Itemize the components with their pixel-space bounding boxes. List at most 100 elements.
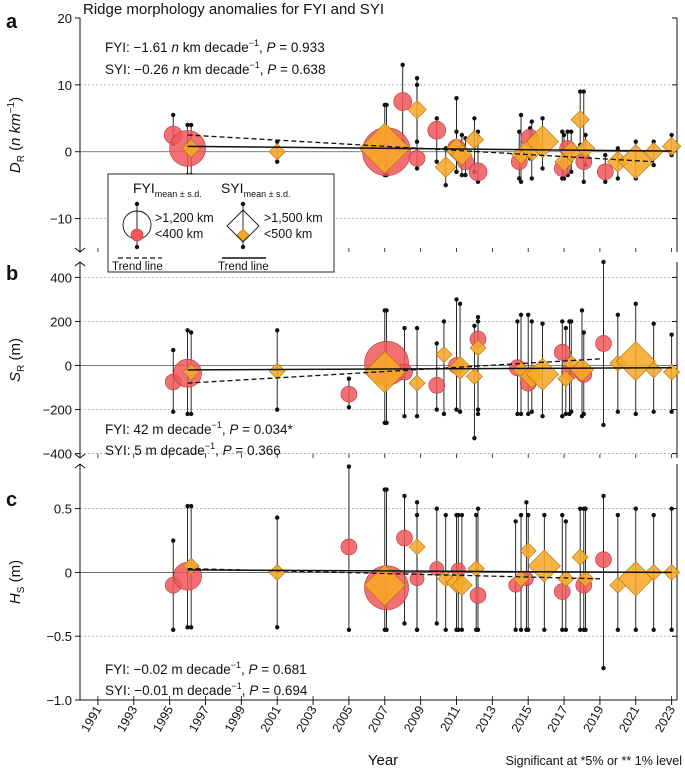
fyi-error-end bbox=[434, 116, 439, 121]
syi-error-end bbox=[669, 627, 674, 633]
x-tick-label: 2023 bbox=[652, 703, 678, 734]
fyi-error-end bbox=[517, 176, 522, 181]
fyi-error-end bbox=[171, 112, 176, 118]
legend-error-end bbox=[134, 201, 140, 207]
fyi-error-end bbox=[603, 179, 608, 184]
syi-error-end bbox=[615, 312, 621, 318]
fyi-point bbox=[595, 551, 612, 568]
syi-point bbox=[577, 570, 595, 588]
syi-error-end bbox=[188, 330, 194, 335]
x-tick-label: 2021 bbox=[616, 703, 642, 734]
fyi-error-end bbox=[560, 627, 565, 633]
x-tick-label: 2001 bbox=[258, 703, 284, 734]
fyi-error-end bbox=[601, 259, 606, 265]
fyi-point bbox=[468, 162, 488, 182]
syi-error-end bbox=[275, 625, 280, 630]
syi-error-end bbox=[382, 627, 387, 633]
syi-error-end bbox=[529, 319, 534, 324]
fyi-point bbox=[340, 538, 358, 556]
legend-error-end bbox=[240, 244, 246, 250]
syi-point bbox=[519, 542, 537, 560]
panel-label-c: c bbox=[6, 489, 17, 511]
syi-error-end bbox=[188, 625, 194, 630]
fyi-error-end bbox=[171, 538, 176, 543]
syi-error-end bbox=[472, 435, 477, 441]
x-tick-label: 2017 bbox=[545, 703, 571, 734]
fyi-error-end bbox=[560, 512, 565, 518]
panel-b: b −400 −200 0 200 400 SR (m) FYI: 42 m decade−1… bbox=[6, 259, 681, 462]
x-tick-label: 1991 bbox=[78, 703, 104, 734]
syi-error-end bbox=[275, 407, 280, 412]
trend-stat-text: FYI: −1.61 n km decade−1, P = 0.933 bbox=[105, 38, 325, 55]
syi-point bbox=[437, 570, 455, 588]
syi-point bbox=[663, 563, 681, 581]
fyi-error-end bbox=[454, 96, 459, 101]
trend-stat-text: FYI: 42 m decade−1, P = 0.034* bbox=[105, 420, 294, 437]
fyi-error-end bbox=[185, 625, 190, 630]
fyi-error-end bbox=[454, 297, 459, 302]
fyi-point bbox=[428, 377, 446, 394]
syi-error-end bbox=[669, 132, 674, 138]
fyi-error-end bbox=[434, 506, 439, 511]
fyi-error-end bbox=[565, 129, 570, 134]
panel-a: a −10 0 10 20 DR (n km−1) FYI: −1.61 n km deca… bbox=[6, 11, 682, 273]
fyi-point bbox=[596, 163, 614, 181]
fyi-error-end bbox=[402, 493, 407, 499]
syi-error-end bbox=[474, 627, 479, 633]
fyi-error-end bbox=[414, 166, 420, 171]
syi-error-end bbox=[443, 182, 448, 188]
fyi-error-end bbox=[402, 325, 407, 331]
syi-error-end bbox=[454, 627, 459, 633]
fyi-error-end bbox=[434, 341, 439, 346]
syi-error-end bbox=[414, 82, 420, 88]
fyi-error-end bbox=[513, 627, 518, 633]
fyi-error-end bbox=[414, 75, 420, 81]
fyi-error-end bbox=[560, 319, 565, 324]
fyi-error-end bbox=[581, 179, 586, 184]
syi-error-end bbox=[518, 312, 524, 318]
legend-fyi-large-label: >1,200 km bbox=[155, 211, 214, 225]
x-tick-label: 2019 bbox=[580, 703, 606, 734]
axis-break-mark bbox=[74, 261, 86, 267]
syi-error-end bbox=[414, 325, 420, 331]
fyi-error-end bbox=[171, 409, 176, 414]
y-tick-label: 10 bbox=[58, 78, 72, 93]
x-tick-label: 2013 bbox=[473, 703, 499, 734]
syi-point bbox=[435, 346, 453, 363]
y-axis-label: SR (m) bbox=[7, 338, 27, 382]
syi-error-end bbox=[457, 409, 463, 414]
fyi-error-end bbox=[525, 312, 531, 318]
syi-error-end bbox=[529, 119, 534, 124]
fyi-error-end bbox=[171, 627, 176, 633]
syi-error-end bbox=[583, 627, 588, 633]
syi-error-end bbox=[443, 512, 448, 518]
fyi-error-end bbox=[434, 621, 439, 626]
syi-point bbox=[181, 138, 201, 158]
syi-error-end bbox=[651, 139, 656, 144]
syi-error-end bbox=[540, 413, 545, 419]
fyi-point bbox=[396, 529, 413, 547]
syi-error-end bbox=[540, 166, 545, 171]
syi-error-end bbox=[472, 116, 477, 121]
fyi-error-end bbox=[346, 405, 352, 410]
fyi-point bbox=[469, 587, 487, 604]
syi-error-end bbox=[414, 413, 420, 419]
syi-error-end bbox=[583, 506, 588, 511]
syi-point bbox=[465, 368, 483, 385]
syi-error-end bbox=[474, 512, 479, 518]
x-tick-label: 1993 bbox=[114, 703, 140, 734]
fyi-error-end bbox=[601, 493, 606, 499]
syi-error-end bbox=[382, 487, 387, 492]
syi-error-end bbox=[459, 132, 465, 138]
syi-error-end bbox=[579, 413, 585, 419]
syi-error-end bbox=[518, 627, 524, 633]
fyi-point bbox=[340, 385, 358, 403]
panel-label-b: b bbox=[6, 263, 18, 285]
syi-error-end bbox=[563, 411, 569, 417]
syi-error-end bbox=[615, 409, 621, 414]
y-tick-label: 200 bbox=[50, 314, 72, 329]
legend-fyi-title: FYImean ± s.d. bbox=[133, 180, 202, 199]
x-tick-label: 2007 bbox=[365, 703, 391, 734]
x-tick-label: 2015 bbox=[509, 703, 535, 734]
syi-error-end bbox=[441, 319, 447, 324]
